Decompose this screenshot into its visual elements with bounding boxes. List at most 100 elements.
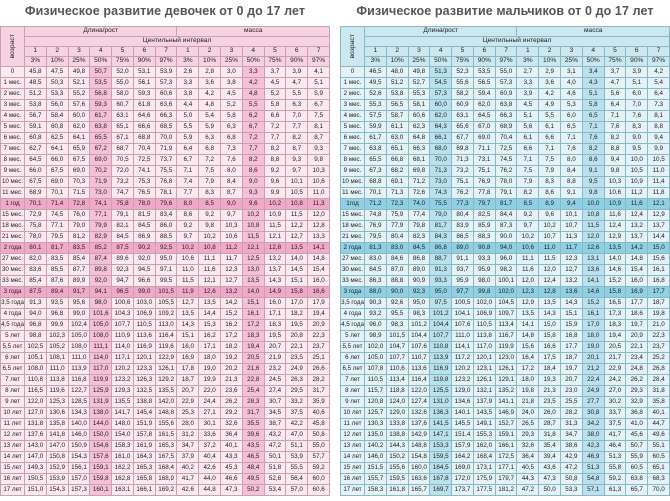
height-cell: 110,5 [364,374,387,386]
height-cell: 66,8 [385,154,409,166]
age-cell: 4 года [0,308,25,320]
weight-cell: 26,0 [538,407,562,419]
height-cell: 92,3 [111,264,134,276]
height-cell: 116,5 [24,385,47,397]
height-cell: 125,3 [45,396,69,408]
weight-cell: 16,1 [581,308,605,320]
age-cell: 10 мес. [0,176,25,188]
height-cell: 81,3 [364,242,387,254]
weight-cell: 15,4 [307,264,330,276]
height-cell: 58,4 [45,110,69,122]
height-cell: 71,3 [451,154,474,166]
weight-cell: 32,6 [220,418,243,430]
weight-cell: 63,8 [625,473,649,485]
boys-title: Физическое развитие мальчиков от 0 до 17… [356,4,654,18]
height-cell: 110,6 [385,363,409,375]
weight-cell: 12,0 [581,231,605,243]
height-cell: 142,0 [154,396,178,408]
boys-panel: Физическое развитие мальчиков от 0 до 17… [340,0,670,501]
column-percent: 90% [625,56,649,67]
weight-cell: 10,9 [625,176,649,188]
age-cell: 4 года [340,308,365,320]
weight-cell: 14,8 [307,253,330,265]
weight-cell: 21,3 [220,374,243,386]
weight-cell: 6,3 [220,121,243,133]
weight-cell: 20,8 [285,330,309,342]
age-cell: 3 года [340,286,365,298]
height-cell: 172,0 [451,473,474,485]
height-cell: 80,4 [385,231,409,243]
height-cell: 92,5 [154,242,178,254]
girls-panel: Физическое развитие девочек от 0 до 17 л… [0,0,330,501]
table-row: 12 лет 135,0 138,8 142,9 147,1 151,4 155,3 159,… [340,429,670,441]
weight-cell: 9,6 [538,209,562,221]
age-cell: 4,5 года [0,319,25,331]
height-cell: 66,0 [45,154,69,166]
column-percent-row: 3% 10% 25% 50% 75% 90% 97% 3% 10% 25% 50% 75% 90% 97% [341,56,670,67]
weight-cell: 56,4 [285,473,309,485]
height-cell: 95,5 [385,308,409,320]
height-cell: 76,0 [67,209,91,221]
height-cell: 149,3 [24,462,47,474]
height-cell: 120,2 [111,363,134,375]
weight-cell: 35,4 [538,440,562,452]
height-cell: 135,5 [154,385,178,397]
height-cell: 100,6 [111,297,134,309]
height-cell: 143,0 [24,440,47,452]
height-cell: 83,0 [364,253,387,265]
height-cell: 66,0 [24,165,47,177]
weight-cell: 12,3 [516,286,540,298]
column-number: 7 [307,46,330,57]
weight-cell: 13,7 [647,220,670,232]
height-cell: 106,9 [472,308,496,320]
age-cell: 9 мес. [0,165,25,177]
age-cell: 9 лет [0,396,25,408]
height-cell: 55,6 [451,77,474,89]
age-header: возраст [340,26,365,67]
weight-cell: 19,5 [263,330,287,342]
weight-cell: 4,4 [176,99,200,111]
height-cell: 91,1 [451,253,474,265]
height-cell: 116,8 [67,374,91,386]
weight-cell: 16,9 [625,286,649,298]
table-row: 4 года 94,0 96,8 99,0 101,6 104,3 106,9 109,2 13… [0,308,330,320]
height-cell: 175,9 [472,473,496,485]
weight-cell: 6,7 [241,121,265,133]
weight-cell: 8,8 [560,176,583,188]
column-percent: 75% [451,56,474,67]
weight-cell: 11,3 [307,198,330,210]
weight-cell: 5,4 [647,77,670,89]
height-cell: 117,0 [89,363,113,375]
weight-cell: 22,4 [581,374,605,386]
height-cell: 83,0 [385,242,409,254]
weight-cell: 26,2 [220,396,243,408]
height-cell: 62,0 [472,99,496,111]
height-cell: 49,5 [364,77,387,89]
height-cell: 56,8 [89,88,113,100]
height-cell: 111,0 [45,363,69,375]
age-cell: 1год [340,198,365,210]
weight-cell: 6,1 [516,132,540,144]
weight-cell: 9,1 [560,187,583,199]
height-cell: 99,9 [45,319,69,331]
weight-cell: 8,8 [603,143,627,155]
weight-cell: 18,0 [198,352,222,364]
height-cell: 74,1 [89,198,113,210]
weight-cell: 14,3 [176,319,200,331]
height-cell: 110,8 [429,341,453,353]
height-cell: 119,6 [154,341,178,353]
weight-cell: 12,1 [263,231,287,243]
height-cell: 52,6 [364,88,387,100]
weight-cell: 24,8 [625,363,649,375]
weight-cell: 11,2 [220,242,243,254]
height-cell: 117,0 [472,341,496,353]
height-cell: 90,8 [472,242,496,254]
height-cell: 166,1 [132,484,156,496]
weight-cell: 2,8 [198,66,222,78]
height-cell: 102,0 [472,297,496,309]
weight-cell: 8,6 [241,165,265,177]
height-cell: 79,5 [45,231,69,243]
height-cell: 51,3 [429,66,453,78]
height-cell: 160,0 [407,462,431,474]
